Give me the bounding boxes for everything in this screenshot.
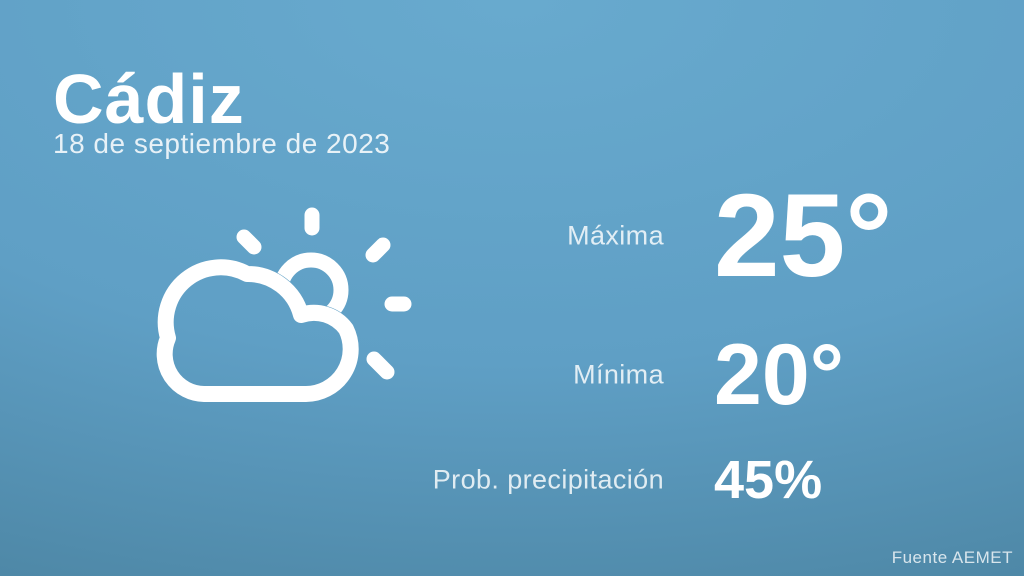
sun-ray-upper-left — [236, 229, 262, 255]
cloud-outline — [156, 259, 359, 402]
forecast-date: 18 de septiembre de 2023 — [53, 128, 391, 159]
metric-row-precipitation: Prob. precipitación 45% — [0, 442, 1024, 518]
sun-behind-cloud-icon — [156, 207, 412, 402]
metric-row-maxima: Máxima 25° — [0, 170, 1024, 302]
minima-value: 20° — [714, 327, 845, 423]
minima-label: Mínima — [573, 359, 664, 390]
precipitation-label: Prob. precipitación — [432, 464, 664, 495]
page-title: Cádiz — [53, 60, 245, 138]
metric-row-minima: Mínima 20° — [0, 325, 1024, 425]
maxima-label: Máxima — [567, 220, 664, 251]
sun-ray-lower-right — [366, 351, 395, 380]
precipitation-value: 45% — [714, 450, 823, 510]
maxima-value: 25° — [714, 170, 893, 302]
sun-ray-upper-right — [365, 237, 391, 263]
source-credit: Fuente AEMET — [891, 548, 1013, 567]
